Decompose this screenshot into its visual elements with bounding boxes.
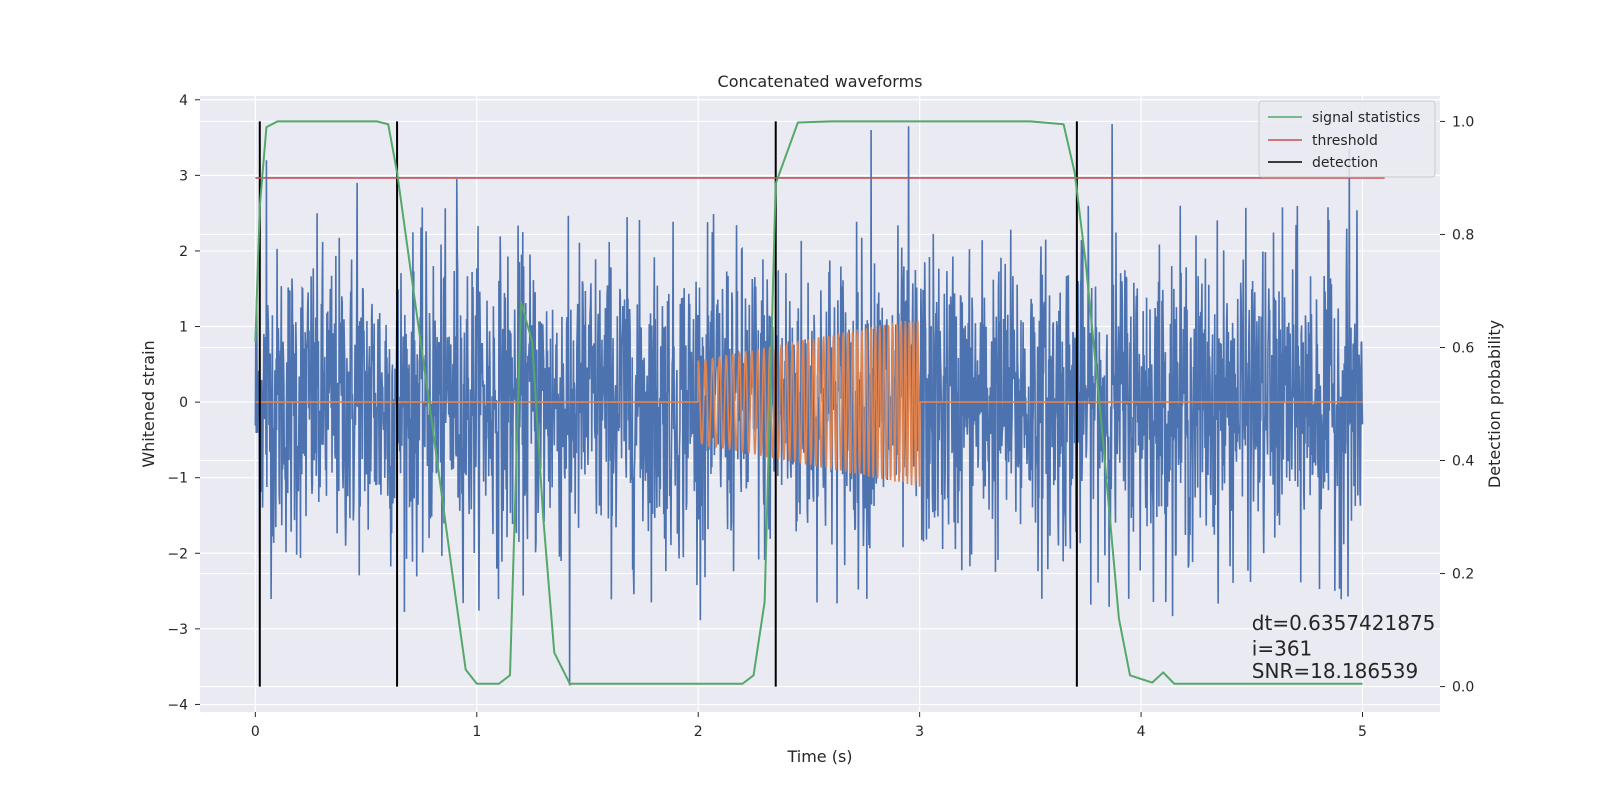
legend-label-signal-statistics: signal statistics xyxy=(1312,110,1420,126)
x-tick-label-4: 4 xyxy=(1137,724,1146,740)
y2-tick-label-4: 0.8 xyxy=(1452,227,1474,243)
legend-label-detection: detection xyxy=(1312,155,1378,171)
y-tick-label-1: −3 xyxy=(167,622,188,638)
y2-tick-label-2: 0.4 xyxy=(1452,454,1474,470)
chart-title: Concatenated waveforms xyxy=(718,72,923,91)
ticks: 0 1 2 3 4 5 −4 −3 −2 −1 0 1 2 3 4 0.0 0.2 0.4 0.6 0.8 1.0 xyxy=(167,93,1474,740)
y2-tick-label-5: 1.0 xyxy=(1452,114,1474,130)
x-axis-label: Time (s) xyxy=(786,747,852,766)
x-tick-label-0: 0 xyxy=(251,724,260,740)
y-tick-label-4: 0 xyxy=(179,395,188,411)
y-axis-label: Whitened strain xyxy=(139,340,158,467)
y2-tick-label-1: 0.2 xyxy=(1452,567,1474,583)
legend: signal statistics threshold detection xyxy=(1258,100,1436,178)
y-tick-label-3: −1 xyxy=(167,471,188,487)
x-tick-label-1: 1 xyxy=(472,724,481,740)
legend-label-threshold: threshold xyxy=(1312,133,1378,149)
series-layer xyxy=(254,120,1385,687)
series-injected-chirp xyxy=(255,320,1363,487)
x-tick-label-5: 5 xyxy=(1358,724,1367,740)
y-tick-label-0: −4 xyxy=(167,697,188,713)
y-tick-label-2: −2 xyxy=(167,546,188,562)
legend-box xyxy=(1258,100,1436,178)
y-tick-label-7: 3 xyxy=(179,168,188,184)
y-tick-label-8: 4 xyxy=(179,93,188,109)
x-tick-label-2: 2 xyxy=(694,724,703,740)
annotation-2: SNR=18.186539 xyxy=(1252,659,1418,683)
x-tick-label-3: 3 xyxy=(915,724,924,740)
y-tick-label-6: 2 xyxy=(179,244,188,260)
annotation-1: i=361 xyxy=(1252,636,1313,660)
y2-axis-label: Detection probability xyxy=(1485,320,1504,488)
y2-tick-label-0: 0.0 xyxy=(1452,680,1474,696)
annotation-0: dt=0.6357421875 xyxy=(1252,611,1436,635)
series-signal-statistics xyxy=(254,120,1363,685)
series-whitened-noise xyxy=(254,123,1364,686)
y2-tick-label-3: 0.6 xyxy=(1452,340,1474,356)
y-tick-label-5: 1 xyxy=(179,320,188,336)
